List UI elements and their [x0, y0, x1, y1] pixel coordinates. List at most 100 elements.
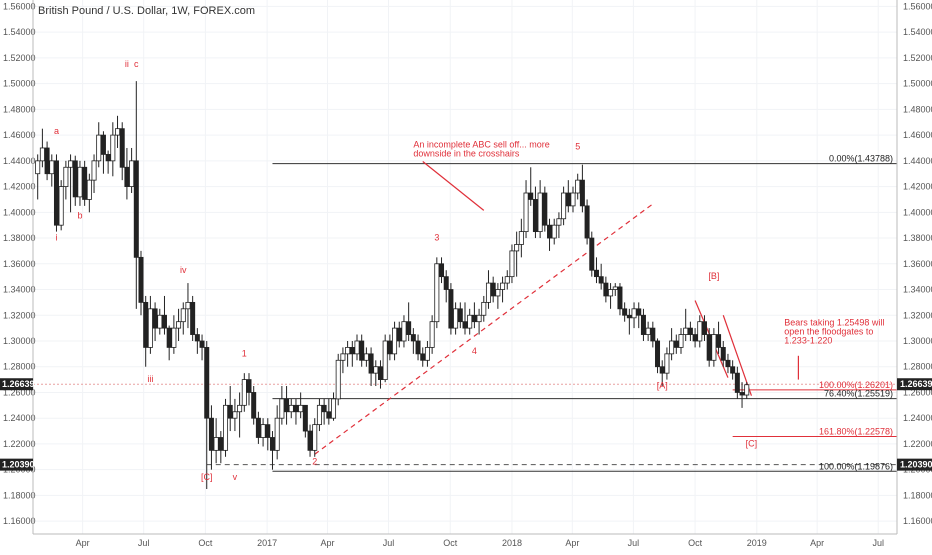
candle-body — [448, 289, 454, 329]
wave-label: iv — [180, 265, 187, 275]
candle-body — [316, 404, 322, 426]
candle-body — [288, 404, 294, 413]
x-tick-label: Oct — [198, 538, 213, 548]
wave-label: iii — [147, 374, 153, 384]
candle-body — [406, 321, 412, 335]
candle-body — [697, 321, 703, 342]
price-badge-left — [0, 458, 33, 471]
candle-body — [410, 334, 416, 342]
fib-level-label: 100.00%(1.26201) — [819, 380, 893, 390]
candle-body — [68, 160, 74, 168]
candle-body — [382, 340, 388, 380]
candle-body — [190, 301, 196, 335]
y-tick-label-right: 1.18000 — [903, 490, 932, 500]
candle-body — [166, 327, 172, 348]
x-tick-label: Oct — [688, 538, 703, 548]
candle-body — [683, 327, 689, 335]
candle-body — [584, 205, 590, 239]
candle-body — [509, 250, 515, 278]
candle-body — [556, 218, 562, 226]
x-tick-label: Jul — [628, 538, 640, 548]
candle-body — [716, 334, 722, 348]
candle-body — [377, 366, 383, 380]
candle-body — [636, 308, 642, 316]
candle-body — [420, 353, 426, 361]
wave-label: [C] — [201, 472, 213, 482]
candle-body — [523, 192, 529, 233]
candle-body — [105, 154, 111, 162]
candle-body — [194, 334, 200, 342]
candle-body — [547, 224, 553, 239]
candle-body — [664, 353, 670, 374]
candle-body — [626, 314, 632, 319]
candle-body — [603, 282, 609, 297]
candle-body — [58, 186, 64, 226]
candle-body — [725, 359, 731, 368]
candle-body — [185, 301, 191, 310]
candle-body — [528, 192, 534, 200]
candle-body — [415, 340, 421, 355]
wave-label: [A] — [657, 381, 668, 391]
y-tick-label-right: 1.36000 — [903, 259, 932, 269]
candle-body — [321, 404, 327, 413]
candle-body — [655, 340, 661, 368]
candle-body — [579, 179, 585, 207]
candle-body — [392, 327, 398, 355]
trend-channel-dashed — [314, 203, 654, 455]
y-tick-label-right: 1.24000 — [903, 413, 932, 423]
candle-body — [387, 340, 393, 355]
candle-body — [443, 276, 449, 290]
candle-body — [232, 411, 238, 419]
candle-body — [241, 379, 247, 406]
x-tick-label: 2018 — [502, 538, 522, 548]
candle-body — [622, 308, 628, 316]
candle-body — [44, 147, 50, 175]
candle-body — [255, 417, 261, 438]
y-tick-label-left: 1.18000 — [3, 490, 36, 500]
candle-body — [363, 353, 369, 361]
y-tick-label-left: 1.56000 — [3, 1, 36, 11]
candle-body — [312, 424, 318, 451]
y-tick-label-left: 1.42000 — [3, 182, 36, 192]
candle-body — [640, 314, 646, 335]
candle-body — [72, 160, 78, 198]
wave-label: [B] — [708, 271, 719, 281]
price-badge-text-left: 1.26639 — [2, 379, 35, 389]
wave-label: 4 — [472, 346, 477, 356]
candle-body — [645, 327, 651, 335]
candle-body — [284, 398, 290, 413]
candle-body — [359, 340, 365, 361]
y-tick-label-left: 1.30000 — [3, 336, 36, 346]
candle-body — [129, 160, 135, 187]
y-tick-label-right: 1.28000 — [903, 362, 932, 372]
candle-body — [631, 308, 637, 319]
annotation-text: 1.233-1.220 — [784, 336, 832, 346]
candle-body — [537, 192, 543, 233]
candle-body — [251, 392, 257, 419]
candle-body — [237, 404, 243, 413]
wave-label: 2 — [312, 457, 317, 467]
candle-body — [265, 424, 271, 438]
candle-body — [49, 160, 55, 175]
x-tick-label: Apr — [320, 538, 334, 548]
candle-body — [199, 340, 205, 348]
x-tick-label: 2019 — [747, 538, 767, 548]
candle-body — [495, 289, 501, 297]
candle-body — [345, 347, 351, 355]
candle-body — [260, 424, 266, 438]
candle-body — [730, 366, 736, 374]
wave-label: c — [134, 59, 139, 69]
y-tick-label-left: 1.54000 — [3, 27, 36, 37]
candle-body — [659, 366, 665, 374]
candle-body — [608, 289, 614, 297]
y-tick-label-right: 1.52000 — [903, 53, 932, 63]
y-tick-label-left: 1.46000 — [3, 130, 36, 140]
candle-body — [298, 404, 304, 413]
candle-body — [96, 134, 102, 162]
candle-body — [467, 314, 473, 329]
candle-body — [401, 321, 407, 342]
y-tick-label-right: 1.34000 — [903, 285, 932, 295]
candle-body — [161, 314, 167, 329]
y-tick-label-right: 1.48000 — [903, 104, 932, 114]
